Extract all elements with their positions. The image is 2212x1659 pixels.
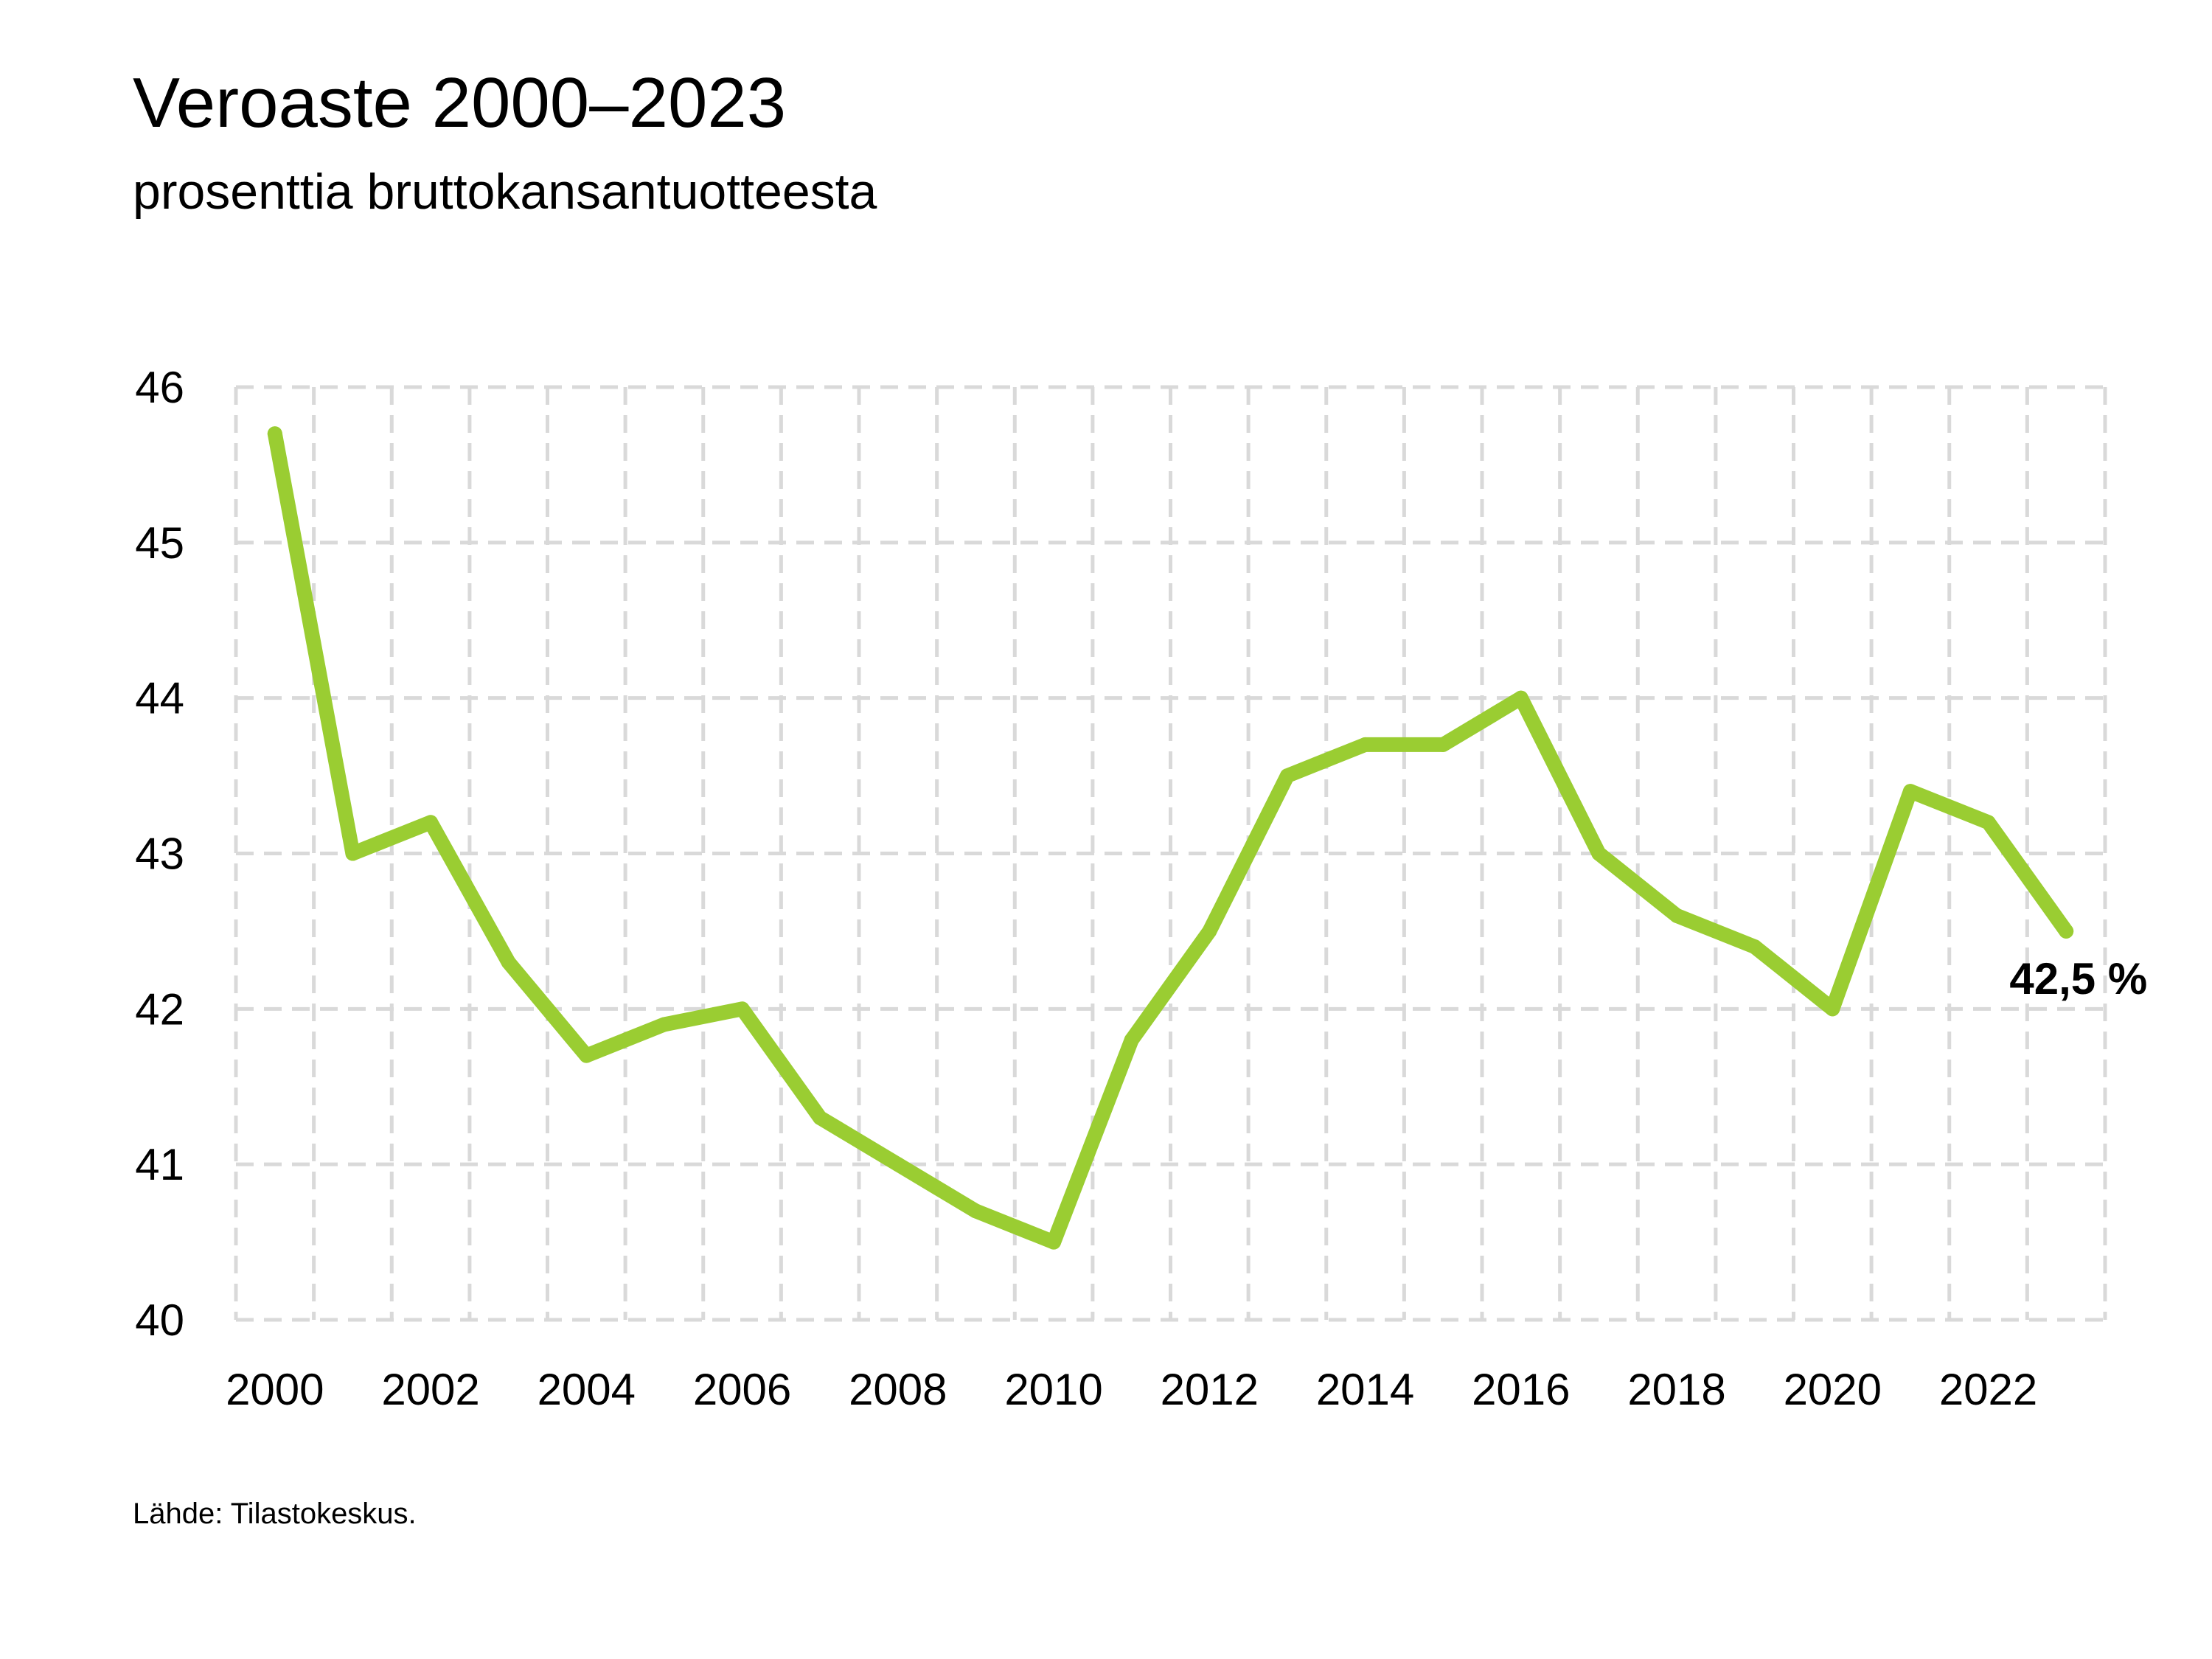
data-point-2016 xyxy=(1513,690,1528,706)
x-tick-label: 2002 xyxy=(381,1365,479,1414)
x-tick-label: 2004 xyxy=(538,1365,636,1414)
data-point-2018 xyxy=(1669,908,1685,923)
chart-subtitle: prosenttia bruttokansantuotteesta xyxy=(133,164,877,220)
data-point-2000 xyxy=(267,426,282,442)
data-point-2020 xyxy=(1825,1001,1840,1017)
x-tick-label: 2012 xyxy=(1161,1365,1259,1414)
data-point-2002 xyxy=(423,815,439,830)
series-layer xyxy=(267,426,2074,1250)
y-tick-label: 40 xyxy=(135,1295,184,1345)
x-tick-label: 2018 xyxy=(1627,1365,1725,1414)
data-point-2023 xyxy=(2059,923,2074,939)
x-tick-label: 2020 xyxy=(1784,1365,1882,1414)
y-tick-label: 42 xyxy=(135,984,184,1034)
data-point-2010 xyxy=(1046,1234,1062,1250)
data-point-2009 xyxy=(968,1203,984,1219)
data-point-2014 xyxy=(1357,737,1373,752)
x-tick-label: 2022 xyxy=(1939,1365,2037,1414)
y-tick-label: 43 xyxy=(135,830,184,879)
x-tick-label: 2008 xyxy=(849,1365,947,1414)
data-point-2022 xyxy=(1980,815,1996,830)
data-point-2008 xyxy=(890,1157,905,1172)
data-point-2011 xyxy=(1124,1032,1139,1048)
y-tick-label: 44 xyxy=(135,674,184,723)
data-point-2019 xyxy=(1747,939,1762,954)
x-tick-label: 2000 xyxy=(226,1365,324,1414)
data-point-2006 xyxy=(734,1001,750,1017)
data-point-2004 xyxy=(579,1048,594,1063)
data-point-2003 xyxy=(501,955,516,970)
data-point-2015 xyxy=(1436,737,1451,752)
data-point-2001 xyxy=(345,846,361,861)
data-point-2021 xyxy=(1902,784,1918,799)
y-tick-label: 46 xyxy=(135,363,184,412)
label-layer: 42,5 % xyxy=(2009,954,2147,1004)
x-tick-label: 2016 xyxy=(1472,1365,1570,1414)
data-point-2012 xyxy=(1202,923,1217,939)
end-value-label: 42,5 % xyxy=(2009,954,2147,1004)
x-tick-label: 2006 xyxy=(693,1365,791,1414)
data-point-2017 xyxy=(1591,846,1607,861)
tick-layer: 40 41 42 43 44 45 46 2000 2002 2004 2006 2008 2010 20… xyxy=(135,363,2037,1414)
x-tick-label: 2014 xyxy=(1316,1365,1414,1414)
y-tick-label: 41 xyxy=(135,1140,184,1189)
source-note: Lähde: Tilastokeskus. xyxy=(133,1498,417,1530)
x-tick-label: 2010 xyxy=(1004,1365,1102,1414)
grid-layer xyxy=(234,385,2107,1322)
chart-title: Veroaste 2000–2023 xyxy=(133,63,787,142)
data-point-2007 xyxy=(813,1110,828,1125)
data-point-2005 xyxy=(656,1017,672,1032)
data-point-2013 xyxy=(1279,768,1295,784)
y-tick-label: 45 xyxy=(135,518,184,568)
series-line xyxy=(267,426,2074,1250)
